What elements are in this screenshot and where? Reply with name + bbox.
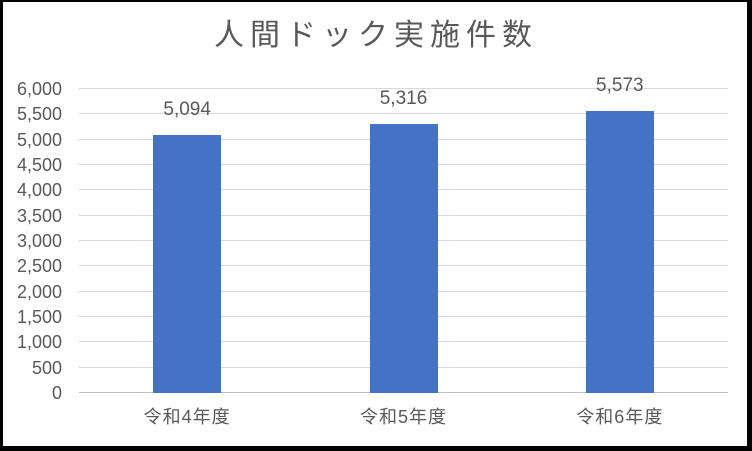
y-tick-label: 2,000 bbox=[16, 281, 62, 302]
gridline bbox=[79, 113, 728, 115]
y-tick-label: 3,500 bbox=[16, 205, 62, 226]
x-category-label: 令和4年度 bbox=[143, 407, 231, 427]
plot-area: 5,094 5,316 5,573 bbox=[79, 75, 728, 393]
y-axis: 0 500 1,000 1,500 2,000 2,500 3,000 3,500 4,000 4… bbox=[0, 0, 62, 451]
gridline bbox=[79, 88, 728, 89]
y-tick-label: 3,000 bbox=[16, 231, 62, 251]
y-tick-label: 500 bbox=[31, 357, 62, 378]
x-category-label: 令和5年度 bbox=[359, 407, 447, 427]
bar-value-label: 5,316 bbox=[379, 87, 428, 109]
y-tick-label: 5,500 bbox=[16, 104, 62, 125]
y-tick-label: 4,000 bbox=[16, 180, 62, 201]
y-tick-label: 0 bbox=[51, 383, 62, 403]
y-tick-label: 2,500 bbox=[16, 256, 62, 277]
y-tick-label: 4,500 bbox=[16, 155, 62, 175]
bar-value-label: 5,094 bbox=[163, 98, 211, 120]
y-tick-label: 6,000 bbox=[16, 79, 62, 99]
y-tick-label: 5,000 bbox=[16, 129, 62, 150]
y-tick-label: 1,500 bbox=[16, 307, 62, 327]
y-tick-label: 1,000 bbox=[16, 332, 62, 353]
bar-令和4年度 bbox=[153, 134, 222, 393]
bar-令和5年度 bbox=[369, 123, 438, 393]
x-axis: 令和4年度 令和5年度 令和6年度 bbox=[79, 404, 728, 430]
bar-value-label: 5,573 bbox=[596, 74, 644, 96]
x-category-label: 令和6年度 bbox=[576, 407, 664, 427]
bar-令和6年度 bbox=[585, 110, 654, 393]
chart-title: 人間ドック実施件数 bbox=[214, 19, 538, 52]
